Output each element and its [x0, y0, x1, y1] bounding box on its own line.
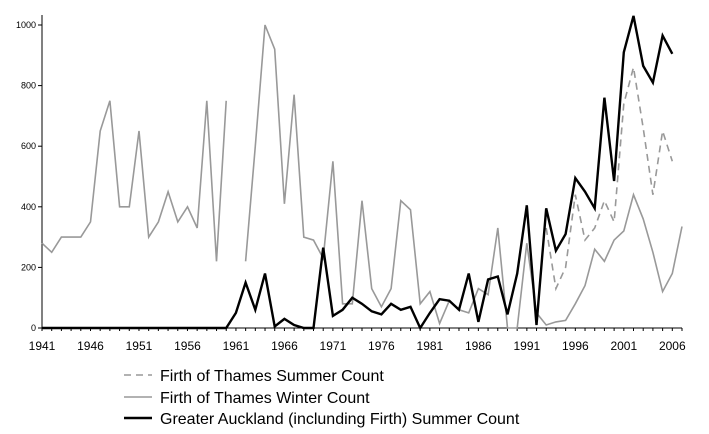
- x-tick-label: 1996: [562, 339, 589, 353]
- x-tick-label: 1941: [29, 339, 56, 353]
- x-tick-label: 2001: [610, 339, 637, 353]
- x-tick-label: 2006: [659, 339, 686, 353]
- x-axis-ticks: 1941 1946 1951 1956 1961 1966 1971 1976 1981 1986…: [29, 328, 686, 353]
- x-tick-label: 1976: [368, 339, 395, 353]
- x-tick-label: 1946: [77, 339, 104, 353]
- series-line-0: [545, 67, 674, 292]
- y-tick-label: 400: [21, 202, 36, 212]
- plot-area: [41, 15, 683, 331]
- y-tick-label: 600: [21, 141, 36, 151]
- x-tick-label: 1961: [223, 339, 250, 353]
- legend-label-0: Firth of Thames Summer Count: [160, 368, 384, 385]
- y-tick-label: 200: [21, 262, 36, 272]
- x-tick-label: 1986: [465, 339, 492, 353]
- x-tick-label: 1981: [417, 339, 444, 353]
- x-tick-label: 1971: [320, 339, 347, 353]
- x-tick-label: 1956: [174, 339, 201, 353]
- x-tick-label: 1966: [271, 339, 298, 353]
- series-line-2: [42, 15, 674, 331]
- series-line-1-segment-1: [244, 24, 683, 329]
- legend: Firth of Thames Summer Count Firth of Tha…: [124, 368, 520, 428]
- y-tick-label: 1000: [16, 20, 36, 30]
- series-line-1-segment-0: [41, 100, 227, 262]
- legend-label-2: Greater Auckland (inclunding Firth) Summ…: [160, 411, 520, 428]
- y-tick-label: 0: [31, 323, 36, 333]
- y-axis-ticks: 0 200 400 600 800 1000: [16, 20, 42, 333]
- y-tick-label: 800: [21, 81, 36, 91]
- legend-label-1: Firth of Thames Winter Count: [160, 390, 370, 407]
- x-tick-label: 1991: [513, 339, 540, 353]
- x-tick-label: 1951: [126, 339, 153, 353]
